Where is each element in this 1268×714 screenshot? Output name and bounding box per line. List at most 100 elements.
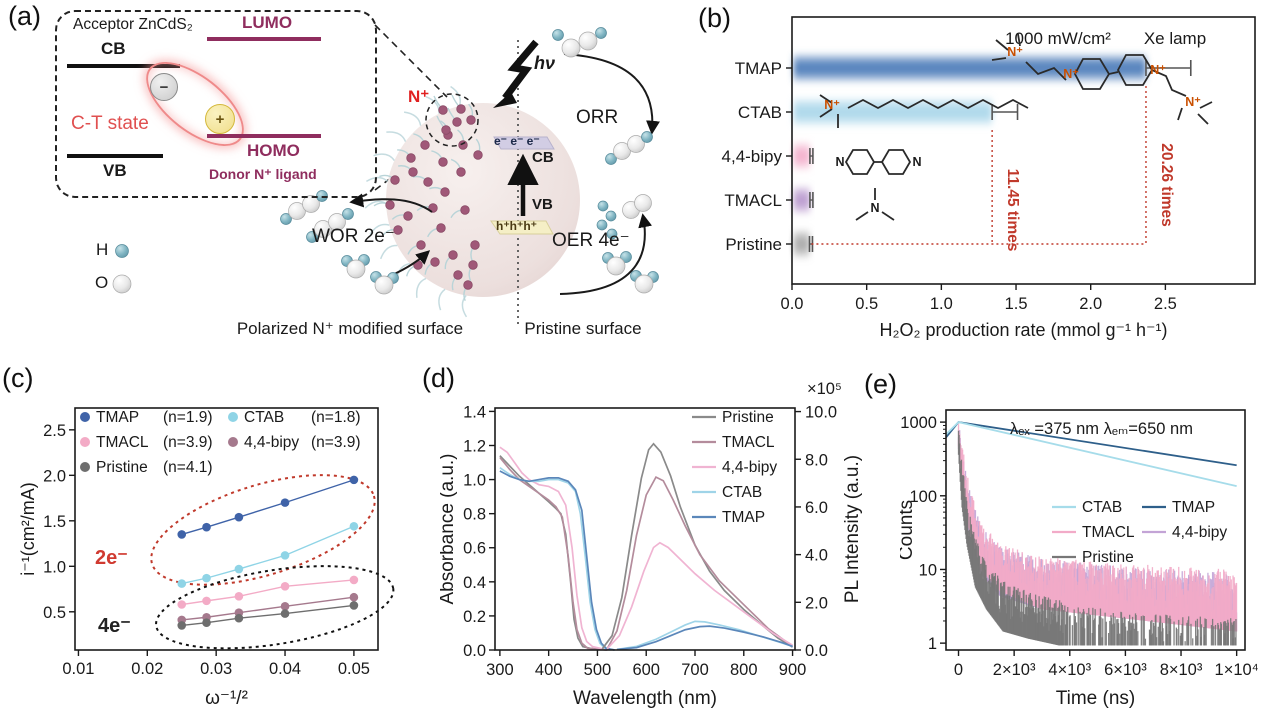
svg-text:700: 700: [681, 661, 709, 679]
y-axis-left: 0.0 0.2 0.4 0.6 0.8 1.0 1.2 1.4 Absorbance (a.u.…: [440, 403, 495, 660]
svg-text:800: 800: [730, 661, 758, 679]
panel-d-label: (d): [422, 363, 455, 393]
h-legend-label: H: [96, 240, 109, 259]
ct-state-label: C-T state: [71, 113, 149, 134]
wor-label: WOR 2e⁻: [312, 226, 395, 247]
right-scale-label: ×10⁵: [807, 380, 842, 398]
svg-text:1.4: 1.4: [463, 403, 486, 421]
y-axis-right-title: PL Intensity (a.u.): [842, 455, 863, 603]
panel-c-label: (c): [2, 363, 34, 393]
holes-label: h⁺h⁺h⁺: [496, 219, 537, 233]
x-axis: 0.0 0.5 1.0 1.5 2.0 2.5 H₂O₂ production rate (…: [781, 284, 1177, 340]
o-legend-label: O: [95, 273, 109, 292]
svg-text:4,4-bipy: 4,4-bipy: [722, 459, 777, 476]
svg-text:2.5: 2.5: [1154, 295, 1177, 313]
oer-label: OER 4e⁻: [552, 230, 630, 251]
panel-a-scene: [112, 24, 660, 324]
n-plus-label: N⁺: [408, 87, 430, 106]
svg-text:0.05: 0.05: [338, 660, 370, 678]
band-platforms: [490, 136, 555, 235]
svg-text:CTAB: CTAB: [722, 484, 762, 501]
polarized-surface-label: Polarized N⁺ modified surface: [236, 319, 464, 338]
abs-TMAP: [499, 470, 615, 651]
lamp-annotation: Xe lamp: [1144, 29, 1206, 48]
x-axis-title: ω⁻¹/²: [205, 688, 248, 707]
svg-text:1.2: 1.2: [463, 437, 486, 455]
svg-text:2.5: 2.5: [43, 422, 66, 440]
svg-text:6.0: 6.0: [805, 499, 828, 517]
svg-text:TMAP: TMAP: [722, 509, 765, 526]
legend: TMAP (n=1.9) CTAB (n=1.8) TMACL (n=3.9) 4,4-bi…: [80, 409, 361, 476]
series-CTAB: [177, 521, 359, 588]
series-Pristine: [177, 601, 359, 630]
svg-text:4,4-bipy: 4,4-bipy: [244, 434, 299, 451]
pristine-surface-label: Pristine surface: [524, 319, 642, 338]
y-axis: 1 10 100 1000 Counts: [900, 414, 946, 653]
svg-text:0.8: 0.8: [463, 506, 486, 524]
svg-text:0: 0: [954, 661, 963, 679]
category-Pristine: Pristine: [725, 235, 782, 254]
abs-4,4-bipy: [499, 446, 608, 651]
bars: [793, 52, 1146, 260]
svg-text:1000: 1000: [900, 414, 937, 432]
inset-connectors: [374, 24, 448, 191]
svg-text:8.0: 8.0: [805, 451, 828, 469]
homo-line: [207, 134, 321, 138]
x-axis-title: Time (ns): [1056, 688, 1136, 708]
pl-decay-chart: λₑₓ =375 nm λₑₘ=650 nm CTAB TMAP TMACL 4,4-b…: [900, 409, 1259, 708]
four-electron-label: 4e⁻: [98, 615, 131, 637]
decay-CTAB: [945, 421, 1237, 488]
hv-bolt-icon: [493, 39, 539, 108]
y-axis-title: Counts: [900, 500, 917, 560]
svg-text:2.0: 2.0: [43, 467, 66, 485]
svg-text:(n=1.9): (n=1.9): [163, 409, 213, 426]
svg-text:0.6: 0.6: [463, 540, 486, 558]
panel-b-label: (b): [698, 3, 731, 33]
x-axis: 0.01 0.02 0.03 0.04 0.05 ω⁻¹/²: [62, 650, 370, 707]
svg-text:400: 400: [535, 661, 563, 679]
pl-TMACL: [606, 476, 794, 650]
svg-text:4×10³: 4×10³: [1048, 661, 1091, 679]
svg-text:1×10⁴: 1×10⁴: [1215, 661, 1259, 679]
svg-text:1.0: 1.0: [43, 558, 66, 576]
svg-text:Pristine: Pristine: [722, 409, 774, 426]
svg-text:0.2: 0.2: [463, 608, 486, 626]
legend: Pristine TMACL 4,4-bipy CTAB TMAP: [692, 409, 777, 526]
svg-text:8×10³: 8×10³: [1160, 661, 1203, 679]
svg-text:0.5: 0.5: [43, 604, 66, 622]
panel-a-label: (a): [8, 1, 41, 31]
svg-text:1.0: 1.0: [463, 472, 486, 490]
ligand-dots: [373, 94, 483, 302]
svg-text:0.01: 0.01: [62, 660, 94, 678]
category-4,4-bipy: 4,4-bipy: [722, 147, 783, 166]
nplus-zoom-circle: [425, 93, 479, 147]
error-bars: [808, 60, 1192, 252]
category-axis: TMAP CTAB 4,4-bipy TMACL Pristine: [722, 59, 792, 254]
x-axis: 300 400 500 600 700 800 900 Wavelength (nm): [486, 650, 806, 708]
series-TMACL: [177, 575, 359, 609]
ref2-label: 20.26 times: [1158, 143, 1175, 227]
decay-TMACL: [957, 424, 1238, 632]
two-electron-ellipse: [150, 474, 376, 586]
legend: CTAB TMAP TMACL 4,4-bipy Pristine: [1052, 499, 1227, 566]
molecule-spheres: [112, 27, 659, 295]
vb-surface-label: VB: [532, 196, 553, 213]
svg-text:TMAP: TMAP: [96, 409, 139, 426]
category-TMAP: TMAP: [735, 59, 782, 78]
h2o2-rate-chart: 11.45 times 20.26 times 1000 mW/cm² Xe lamp…: [722, 16, 1256, 340]
ref1-label: 11.45 times: [1004, 169, 1021, 252]
abs-CTAB: [499, 466, 615, 651]
plot-box: [791, 16, 1256, 285]
plot-box: [74, 407, 379, 651]
svg-text:0.0: 0.0: [781, 295, 804, 313]
lumo-label: LUMO: [242, 13, 293, 32]
svg-text:2×10³: 2×10³: [993, 661, 1036, 679]
abs-Pristine: [499, 455, 608, 651]
svg-text:4.0: 4.0: [805, 547, 828, 565]
svg-text:500: 500: [584, 661, 612, 679]
cb-surface-label: CB: [532, 149, 554, 166]
absorbance-pl-chart: Pristine TMACL 4,4-bipy CTAB TMAP 300 400 500 60…: [440, 380, 863, 708]
svg-text:0.4: 0.4: [463, 574, 486, 592]
homo-label: HOMO: [247, 141, 300, 160]
